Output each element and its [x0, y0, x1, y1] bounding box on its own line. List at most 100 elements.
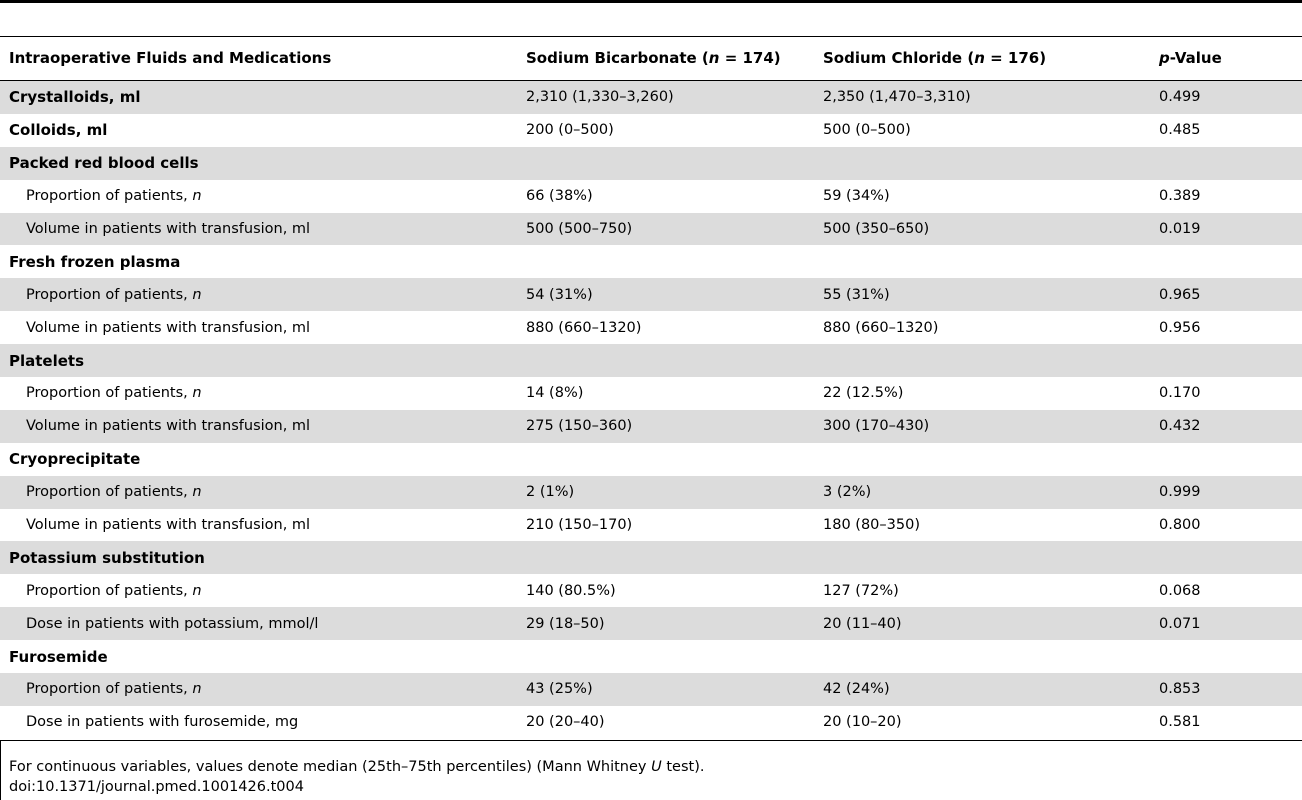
sodium-bicarbonate-value: 880 (660–1320) — [526, 319, 642, 336]
sodium-chloride-value: 22 (12.5%) — [823, 385, 904, 402]
sodium-chloride-value: 300 (170–430) — [823, 409, 1159, 443]
header-top-rule — [0, 36, 1302, 37]
sodium-bicarbonate-value: 140 (80.5%) — [526, 582, 616, 599]
table-row: Proportion of patients, n 43 (25%) 42 (24%… — [0, 673, 1302, 706]
table-row: Volume in patients with transfusion, ml 8… — [0, 311, 1302, 344]
table-row: Proportion of patients, n 66 (38%) 59 (34%… — [0, 180, 1302, 213]
p-value: 0.068 — [1159, 582, 1201, 599]
sodium-chloride-value: 180 (80–350) — [823, 517, 920, 534]
sodium-chloride-value: 20 (10–20) — [823, 714, 902, 731]
sodium-bicarbonate-value — [526, 541, 823, 575]
p-value: 0.499 — [1159, 81, 1302, 114]
row-label: Proportion of patients, n — [26, 385, 202, 402]
row-label: Proportion of patients, n — [0, 475, 526, 509]
sodium-chloride-value: 127 (72%) — [823, 582, 899, 599]
table-row: Dose in patients with furosemide, mg 20 (… — [0, 706, 1302, 739]
sodium-bicarbonate-value: 54 (31%) — [526, 278, 823, 312]
table-row: Fresh frozen plasma — [0, 245, 1302, 278]
sodium-chloride-value: 20 (11–40) — [823, 607, 1159, 641]
table-row: Dose in patients with potassium, mmol/l 2… — [0, 607, 1302, 641]
sodium-chloride-value: 880 (660–1320) — [823, 319, 939, 336]
header-fluids-medications: Intraoperative Fluids and Medications — [9, 49, 332, 67]
p-value — [1159, 344, 1302, 378]
row-label: Volume in patients with transfusion, ml — [26, 517, 311, 534]
sodium-bicarbonate-value: 29 (18–50) — [526, 607, 823, 641]
row-label: Proportion of patients, n — [0, 673, 526, 706]
row-label: Colloids, ml — [9, 121, 108, 140]
sodium-bicarbonate-value — [526, 344, 823, 378]
sodium-chloride-value: 2,350 (1,470–3,310) — [823, 81, 1159, 114]
row-label: Cryoprecipitate — [9, 450, 141, 469]
header-sodium-chloride: Sodium Chloride (n = 176) — [823, 49, 1047, 67]
top-rule — [0, 0, 1302, 3]
sodium-chloride-value — [823, 443, 1159, 476]
row-label: Proportion of patients, n — [26, 188, 202, 205]
table-row: Potassium substitution — [0, 541, 1302, 575]
p-value — [1159, 640, 1302, 673]
p-value — [1159, 146, 1302, 180]
sodium-chloride-value: 3 (2%) — [823, 475, 1159, 509]
sodium-chloride-value — [823, 640, 1159, 673]
header-p-value: p-Value — [1159, 49, 1222, 67]
p-value — [1159, 541, 1302, 575]
p-value — [1159, 245, 1302, 278]
row-label: Dose in patients with furosemide, mg — [26, 714, 299, 731]
sodium-chloride-value — [823, 245, 1159, 278]
p-value: 0.956 — [1159, 319, 1201, 336]
p-value — [1159, 443, 1302, 476]
row-label: Dose in patients with potassium, mmol/l — [0, 607, 526, 641]
p-value: 0.999 — [1159, 475, 1302, 509]
table-row: Volume in patients with transfusion, ml 2… — [0, 409, 1302, 443]
sodium-bicarbonate-value — [526, 245, 823, 278]
sodium-bicarbonate-value: 14 (8%) — [526, 385, 584, 402]
row-label: Volume in patients with transfusion, ml — [0, 212, 526, 246]
sodium-chloride-value: 59 (34%) — [823, 188, 890, 205]
row-label: Volume in patients with transfusion, ml — [0, 409, 526, 443]
row-label: Fresh frozen plasma — [9, 252, 181, 271]
table-row: Colloids, ml 200 (0–500) 500 (0–500) 0.485 — [0, 114, 1302, 147]
row-label: Volume in patients with transfusion, ml — [26, 319, 311, 336]
p-value: 0.581 — [1159, 714, 1201, 731]
table-row: Proportion of patients, n 14 (8%) 22 (12.5… — [0, 377, 1302, 410]
row-label: Furosemide — [9, 647, 108, 666]
sodium-bicarbonate-value: 200 (0–500) — [526, 122, 614, 139]
table-row: Proportion of patients, n 54 (31%) 55 (31%… — [0, 278, 1302, 312]
table-footnote: For continuous variables, values denote … — [9, 759, 705, 775]
p-value: 0.389 — [1159, 188, 1201, 205]
sodium-chloride-value: 500 (350–650) — [823, 212, 1159, 246]
sodium-chloride-value: 42 (24%) — [823, 673, 1159, 706]
table-row: Crystalloids, ml 2,310 (1,330–3,260) 2,350… — [0, 81, 1302, 114]
sodium-bicarbonate-value — [526, 146, 823, 180]
sodium-chloride-value: 55 (31%) — [823, 278, 1159, 312]
p-value: 0.965 — [1159, 278, 1302, 312]
sodium-bicarbonate-value: 2 (1%) — [526, 475, 823, 509]
sodium-bicarbonate-value: 210 (150–170) — [526, 517, 633, 534]
sodium-chloride-value — [823, 146, 1159, 180]
p-value: 0.853 — [1159, 673, 1302, 706]
row-label: Crystalloids, ml — [0, 81, 526, 114]
p-value: 0.800 — [1159, 517, 1201, 534]
sodium-bicarbonate-value: 275 (150–360) — [526, 409, 823, 443]
table-row: Proportion of patients, n 140 (80.5%) 127 … — [0, 574, 1302, 607]
footer-left-rule — [0, 740, 1, 800]
sodium-chloride-value — [823, 541, 1159, 575]
header-sodium-bicarbonate: Sodium Bicarbonate (n = 174) — [526, 49, 781, 67]
sodium-chloride-value: 500 (0–500) — [823, 122, 911, 139]
header-bottom-rule — [0, 80, 1302, 81]
sodium-bicarbonate-value: 66 (38%) — [526, 188, 593, 205]
table-row: Volume in patients with transfusion, ml 5… — [0, 212, 1302, 246]
row-label: Platelets — [0, 344, 526, 378]
table-row: Volume in patients with transfusion, ml 2… — [0, 509, 1302, 542]
data-table: Crystalloids, ml 2,310 (1,330–3,260) 2,350… — [0, 81, 1302, 739]
sodium-bicarbonate-value: 20 (20–40) — [526, 714, 605, 731]
row-label: Packed red blood cells — [0, 146, 526, 180]
row-label: Potassium substitution — [0, 541, 526, 575]
table-row: Cryoprecipitate — [0, 443, 1302, 476]
sodium-bicarbonate-value — [526, 443, 823, 476]
sodium-bicarbonate-value: 2,310 (1,330–3,260) — [526, 81, 823, 114]
sodium-bicarbonate-value: 500 (500–750) — [526, 212, 823, 246]
p-value: 0.432 — [1159, 409, 1302, 443]
table-row: Platelets — [0, 344, 1302, 378]
p-value: 0.485 — [1159, 122, 1201, 139]
